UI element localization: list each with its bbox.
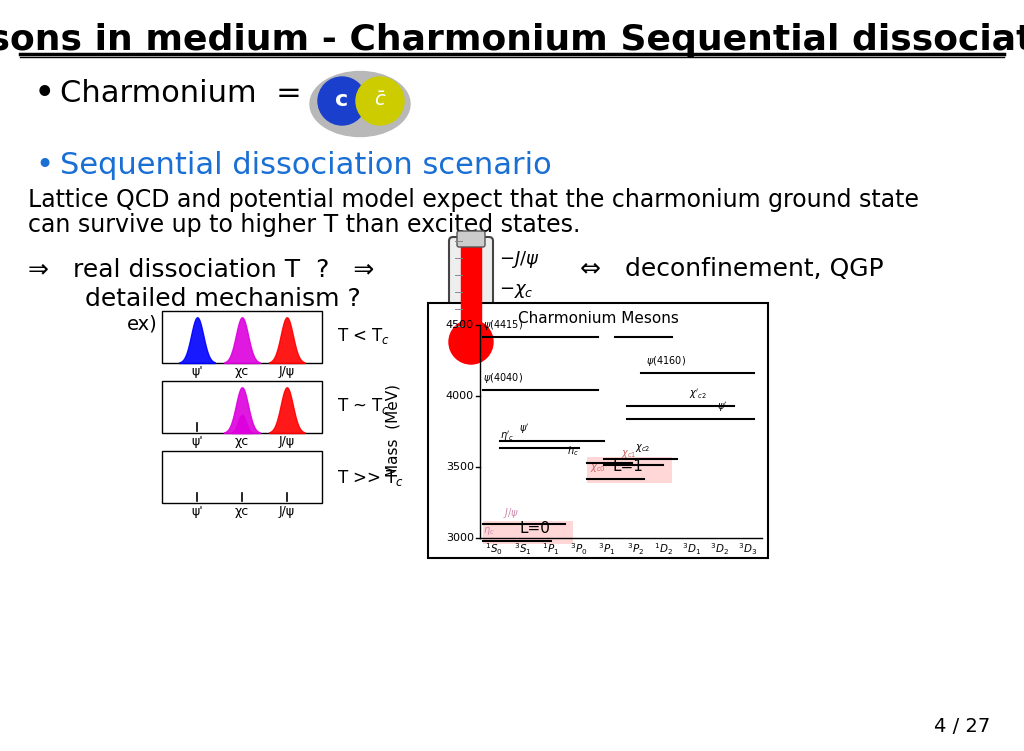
Text: χc: χc — [234, 365, 249, 378]
Text: χc: χc — [234, 435, 249, 448]
Text: $\psi'$: $\psi'$ — [717, 400, 728, 415]
Text: •: • — [35, 79, 54, 108]
Text: $^3D_1$: $^3D_1$ — [682, 541, 701, 556]
Text: ⇒   real dissociation T  ?   ⇒: ⇒ real dissociation T ? ⇒ — [28, 258, 375, 282]
FancyBboxPatch shape — [449, 237, 493, 340]
Bar — [461, 246, 481, 331]
Text: 4000: 4000 — [445, 391, 474, 401]
Text: J/ψ: J/ψ — [279, 365, 295, 378]
Circle shape — [449, 320, 493, 364]
Text: 4 / 27: 4 / 27 — [934, 717, 990, 736]
Text: J/ψ: J/ψ — [279, 505, 295, 518]
Text: ex): ex) — [127, 314, 158, 333]
Text: detailed mechanism ?: detailed mechanism ? — [85, 287, 360, 311]
Text: can survive up to higher T than excited states.: can survive up to higher T than excited … — [28, 213, 581, 237]
Text: T ~ T$_c$: T ~ T$_c$ — [337, 396, 390, 416]
Text: Mesons in medium - Charmonium Sequential dissociation: Mesons in medium - Charmonium Sequential… — [0, 23, 1024, 57]
Text: $^3P_0$: $^3P_0$ — [570, 541, 588, 556]
Text: $^1S_0$: $^1S_0$ — [485, 541, 503, 556]
Text: Mass  (MeV): Mass (MeV) — [385, 384, 400, 477]
Text: ⇔   deconfinement, QGP: ⇔ deconfinement, QGP — [580, 257, 884, 281]
Text: J/ψ: J/ψ — [279, 435, 295, 448]
Text: 3500: 3500 — [446, 462, 474, 472]
Text: T >> T$_c$: T >> T$_c$ — [337, 468, 404, 488]
Text: $^3D_2$: $^3D_2$ — [711, 541, 729, 556]
Circle shape — [356, 77, 404, 125]
Text: $\chi_{c0}$: $\chi_{c0}$ — [590, 462, 606, 474]
Text: $\psi'$: $\psi'$ — [519, 422, 530, 436]
Text: $J/\psi$: $J/\psi$ — [503, 506, 519, 520]
Text: $\psi$(4415): $\psi$(4415) — [483, 318, 523, 332]
Circle shape — [318, 77, 366, 125]
Text: 3000: 3000 — [446, 533, 474, 543]
Text: $\bar{c}$: $\bar{c}$ — [374, 91, 386, 110]
Ellipse shape — [310, 71, 410, 137]
Text: Sequential dissociation scenario: Sequential dissociation scenario — [60, 151, 552, 180]
Text: Charmonium  =: Charmonium = — [60, 79, 302, 108]
Text: χc: χc — [234, 505, 249, 518]
Bar — [483, 521, 573, 544]
Text: $-\psi'$: $-\psi'$ — [499, 312, 532, 334]
Text: L=1: L=1 — [612, 459, 643, 474]
Text: $\chi_{c1}$: $\chi_{c1}$ — [621, 448, 637, 460]
Text: ψ': ψ' — [191, 365, 203, 378]
Text: $-J/\psi$: $-J/\psi$ — [499, 249, 540, 270]
Text: $-\chi_c$: $-\chi_c$ — [499, 282, 534, 300]
Text: $^1D_2$: $^1D_2$ — [654, 541, 673, 556]
Text: $^1P_1$: $^1P_1$ — [542, 541, 559, 556]
Text: •: • — [35, 151, 53, 180]
Text: $\chi'_{c2}$: $\chi'_{c2}$ — [689, 388, 707, 401]
FancyBboxPatch shape — [457, 231, 485, 247]
Text: $\eta_c$: $\eta_c$ — [483, 525, 495, 537]
Text: L=0: L=0 — [519, 521, 550, 536]
Text: $^3P_1$: $^3P_1$ — [598, 541, 615, 556]
Text: $^3S_1$: $^3S_1$ — [513, 541, 531, 556]
Bar — [162, 311, 322, 363]
Text: $h_c$: $h_c$ — [567, 445, 579, 458]
Bar — [162, 451, 322, 503]
Text: $\psi$(4040): $\psi$(4040) — [483, 371, 523, 385]
Bar — [162, 381, 322, 433]
Text: $\chi_{c2}$: $\chi_{c2}$ — [635, 442, 650, 454]
Text: Lattice QCD and potential model expect that the charmonium ground state: Lattice QCD and potential model expect t… — [28, 188, 919, 212]
Text: c: c — [336, 90, 348, 110]
Text: 4500: 4500 — [445, 320, 474, 330]
Bar — [587, 457, 672, 483]
Text: $^3D_3$: $^3D_3$ — [738, 541, 758, 556]
Text: $^3P_2$: $^3P_2$ — [627, 541, 644, 556]
Text: Charmonium Mesons: Charmonium Mesons — [517, 311, 679, 326]
Text: $\eta'_c$: $\eta'_c$ — [500, 429, 514, 442]
Text: ψ': ψ' — [191, 435, 203, 448]
Text: T < T$_c$: T < T$_c$ — [337, 326, 390, 346]
Text: ψ': ψ' — [191, 505, 203, 518]
Bar — [428, 303, 768, 558]
Text: $\psi$(4160): $\psi$(4160) — [646, 354, 686, 368]
